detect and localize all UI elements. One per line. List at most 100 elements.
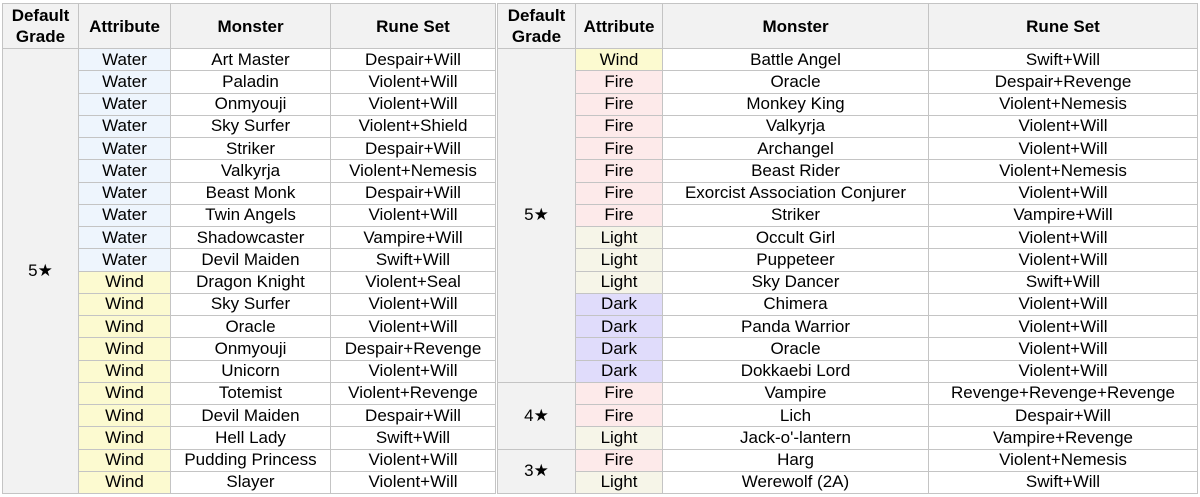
monster-cell: Exorcist Association Conjurer	[662, 181, 929, 205]
monster-cell: Sky Surfer	[170, 114, 331, 139]
table-row: Dark Chimera Violent+Will	[498, 292, 1198, 317]
attribute-cell: Wind	[78, 359, 171, 383]
rune-set-cell: Swift+Will	[330, 248, 496, 272]
monster-cell: Dragon Knight	[170, 270, 331, 294]
attribute-cell: Wind	[78, 426, 171, 450]
monster-cell: Beast Rider	[662, 159, 929, 183]
monster-cell: Vampire	[662, 381, 929, 406]
attribute-cell: Water	[78, 181, 171, 205]
rune-set-cell: Violent+Will	[928, 248, 1198, 272]
rune-set-cell: Vampire+Will	[928, 203, 1198, 228]
monster-cell: Unicorn	[170, 359, 331, 383]
rune-set-cell: Despair+Will	[330, 181, 496, 205]
attribute-cell: Fire	[575, 448, 663, 472]
table-right: Default Grade Attribute Monster Rune Set 5★ W…	[497, 3, 1198, 495]
rune-set-cell: Violent+Nemesis	[330, 159, 496, 183]
attribute-cell: Wind	[78, 270, 171, 294]
attribute-cell: Water	[78, 225, 171, 250]
monster-cell: Totemist	[170, 381, 331, 406]
monster-cell: Oracle	[662, 337, 929, 361]
grade-cell: 3★	[497, 448, 576, 494]
monster-cell: Striker	[662, 203, 929, 228]
attribute-cell: Light	[575, 470, 663, 495]
rune-set-cell: Violent+Shield	[330, 114, 496, 139]
attribute-cell: Dark	[575, 292, 663, 317]
table-row: Wind Totemist Violent+Revenge	[3, 381, 496, 406]
attribute-cell: Water	[78, 159, 171, 183]
attribute-cell: Water	[78, 70, 171, 94]
rune-set-cell: Violent+Will	[330, 470, 496, 495]
rune-set-cell: Violent+Will	[928, 359, 1198, 383]
rune-set-cell: Violent+Nemesis	[928, 159, 1198, 183]
monster-cell: Occult Girl	[662, 225, 929, 250]
attribute-cell: Water	[78, 203, 171, 228]
table-row: Water Sky Surfer Violent+Shield	[3, 114, 496, 139]
rune-set-cell: Violent+Revenge	[330, 381, 496, 406]
rune-set-cell: Violent+Will	[330, 92, 496, 116]
monster-header: Monster	[170, 3, 331, 49]
table-row: Dark Panda Warrior Violent+Will	[498, 314, 1198, 339]
rune-set-cell: Violent+Will	[928, 136, 1198, 161]
attribute-cell: Water	[78, 136, 171, 161]
rune-set-cell: Violent+Will	[330, 203, 496, 228]
attribute-cell: Light	[575, 225, 663, 250]
header-row: Default Grade Attribute Monster Rune Set	[2, 3, 496, 49]
table-row: Wind Oracle Violent+Will	[3, 314, 496, 339]
attribute-header: Attribute	[575, 3, 663, 49]
table-row: Fire Striker Vampire+Will	[498, 203, 1198, 228]
table-row: Wind Sky Surfer Violent+Will	[3, 292, 496, 317]
rune-set-cell: Violent+Will	[928, 337, 1198, 361]
monster-cell: Valkyrja	[662, 114, 929, 139]
rune-set-header: Rune Set	[928, 3, 1198, 49]
rune-set-cell: Swift+Will	[330, 426, 496, 450]
rune-set-header: Rune Set	[330, 3, 496, 49]
rune-set-cell: Despair+Will	[928, 403, 1198, 428]
table-row: Wind Unicorn Violent+Will	[3, 359, 496, 383]
monster-cell: Puppeteer	[662, 248, 929, 272]
attribute-cell: Fire	[575, 136, 663, 161]
rune-set-cell: Violent+Will	[330, 448, 496, 472]
monster-cell: Sky Surfer	[170, 292, 331, 317]
monster-cell: Harg	[662, 448, 929, 472]
table-row: Fire Monkey King Violent+Nemesis	[498, 92, 1198, 116]
rune-set-cell: Violent+Nemesis	[928, 448, 1198, 472]
rune-set-cell: Revenge+Revenge+Revenge	[928, 381, 1198, 406]
table-row: Fire Lich Despair+Will	[498, 403, 1198, 428]
table-row: Light Puppeteer Violent+Will	[498, 248, 1198, 272]
monster-cell: Devil Maiden	[170, 403, 331, 428]
grade-cell: 5★	[497, 48, 576, 383]
grade-header: Default Grade	[497, 3, 576, 49]
table-row: Dark Dokkaebi Lord Violent+Will	[498, 359, 1198, 383]
table-row: Light Occult Girl Violent+Will	[498, 225, 1198, 250]
rune-set-cell: Violent+Will	[928, 181, 1198, 205]
rune-set-cell: Despair+Will	[330, 403, 496, 428]
monster-cell: Devil Maiden	[170, 248, 331, 272]
attribute-cell: Wind	[575, 47, 663, 72]
rune-set-cell: Swift+Will	[928, 47, 1198, 72]
monster-cell: Werewolf (2A)	[662, 470, 929, 495]
monster-cell: Art Master	[170, 47, 331, 72]
monster-cell: Slayer	[170, 470, 331, 495]
monster-cell: Twin Angels	[170, 203, 331, 228]
attribute-cell: Fire	[575, 381, 663, 406]
table-row: Fire Exorcist Association Conjurer Violent…	[498, 181, 1198, 205]
monster-cell: Shadowcaster	[170, 225, 331, 250]
table-row: Water Shadowcaster Vampire+Will	[3, 225, 496, 250]
attribute-cell: Wind	[78, 470, 171, 495]
monster-header: Monster	[662, 3, 929, 49]
attribute-cell: Dark	[575, 314, 663, 339]
monster-cell: Monkey King	[662, 92, 929, 116]
monster-cell: Lich	[662, 403, 929, 428]
table-row: Water Striker Despair+Will	[3, 136, 496, 161]
table-left: Default Grade Attribute Monster Rune Set 5★ W…	[2, 3, 496, 495]
monster-cell: Beast Monk	[170, 181, 331, 205]
attribute-cell: Water	[78, 114, 171, 139]
rune-set-cell: Violent+Will	[928, 314, 1198, 339]
table-row: Fire Beast Rider Violent+Nemesis	[498, 159, 1198, 183]
rune-set-cell: Violent+Will	[928, 292, 1198, 317]
table-row: 3★ Fire Harg Violent+Nemesis	[497, 448, 1198, 494]
grade-cell: 4★	[497, 381, 576, 450]
attribute-cell: Dark	[575, 337, 663, 361]
attribute-header: Attribute	[78, 3, 171, 49]
